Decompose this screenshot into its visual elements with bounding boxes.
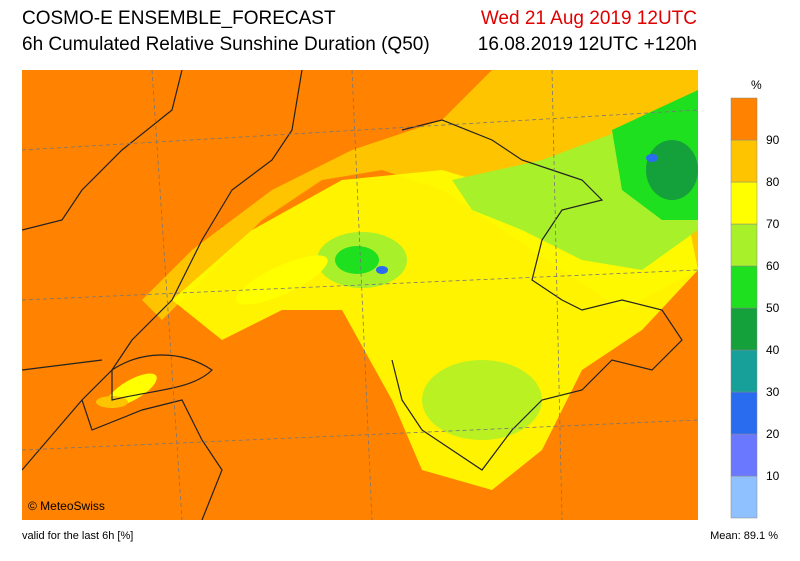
colorbar-label: 80: [766, 175, 780, 189]
colorbar-label: 30: [766, 385, 780, 399]
colorbar-band: [730, 349, 758, 393]
colorbar-label: 90: [766, 133, 780, 147]
colorbar: 10 20 30 40 50 60 70 80 90: [730, 97, 780, 519]
colorbar-band: [730, 475, 758, 519]
map: © MeteoSwiss: [22, 70, 698, 520]
graticule: [22, 70, 698, 520]
legend-unit: %: [751, 78, 762, 92]
colorbar-label: 70: [766, 217, 780, 231]
valid-time: Wed 21 Aug 2019 12UTC: [480, 8, 697, 29]
footer-note: valid for the last 6h [%]: [22, 530, 134, 542]
colorbar-label: 10: [766, 469, 780, 483]
footer-mean: Mean: 89.1 %: [710, 530, 778, 542]
colorbar-band: [730, 391, 758, 435]
colorbar-label: 50: [766, 301, 780, 315]
colorbar-label: 40: [766, 343, 780, 357]
colorbar-label: 60: [766, 259, 780, 273]
run-time: 16.08.2019 12UTC +120h: [477, 34, 697, 55]
colorbar-band: [730, 97, 758, 141]
credit: © MeteoSwiss: [28, 499, 105, 513]
colorbar-label: 20: [766, 427, 780, 441]
field: [96, 70, 698, 490]
colorbar-band: [730, 307, 758, 351]
colorbar-band: [730, 433, 758, 477]
borders: [22, 70, 683, 520]
subtitle: 6h Cumulated Relative Sunshine Duration …: [22, 34, 430, 55]
title: COSMO-E ENSEMBLE_FORECAST: [22, 8, 336, 29]
colorbar-band: [730, 223, 758, 267]
colorbar-band: [730, 265, 758, 309]
colorbar-band: [730, 181, 758, 225]
colorbar-band: [730, 139, 758, 183]
